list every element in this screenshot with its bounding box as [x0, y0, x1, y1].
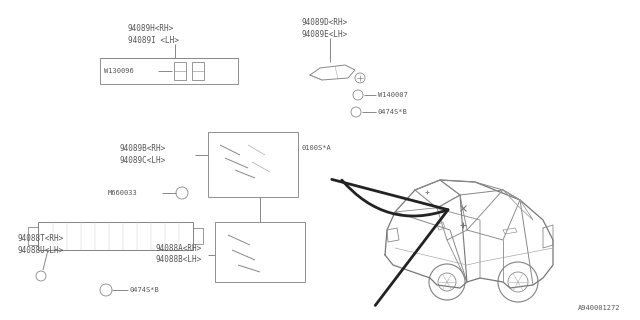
Text: 94088B<LH>: 94088B<LH> [155, 255, 201, 265]
Text: 94089I <LH>: 94089I <LH> [128, 36, 179, 44]
Text: 94088U<LH>: 94088U<LH> [18, 245, 64, 254]
Bar [215, 222, 305, 282]
Text: 94089H<RH>: 94089H<RH> [128, 23, 174, 33]
Text: W130096: W130096 [104, 68, 134, 74]
Bar [38, 222, 193, 250]
Text: M660033: M660033 [108, 190, 138, 196]
Text: 94088A<RH>: 94088A<RH> [155, 244, 201, 252]
Bar [192, 62, 204, 80]
Bar [28, 227, 38, 245]
Text: 0474S*B: 0474S*B [378, 109, 408, 115]
Text: 94088T<RH>: 94088T<RH> [18, 234, 64, 243]
Text: W140007: W140007 [378, 92, 408, 98]
Text: A940001272: A940001272 [577, 305, 620, 311]
Text: 94089E<LH>: 94089E<LH> [302, 29, 348, 38]
Text: 94089C<LH>: 94089C<LH> [120, 156, 166, 164]
Bar [208, 132, 298, 197]
Text: 0100S*A: 0100S*A [302, 145, 332, 151]
Text: 0474S*B: 0474S*B [130, 287, 160, 293]
Bar [174, 62, 186, 80]
FancyArrowPatch shape [332, 180, 448, 305]
Bar [193, 228, 203, 244]
Bar [100, 58, 238, 84]
Text: 94089D<RH>: 94089D<RH> [302, 18, 348, 27]
Text: 94089B<RH>: 94089B<RH> [120, 143, 166, 153]
